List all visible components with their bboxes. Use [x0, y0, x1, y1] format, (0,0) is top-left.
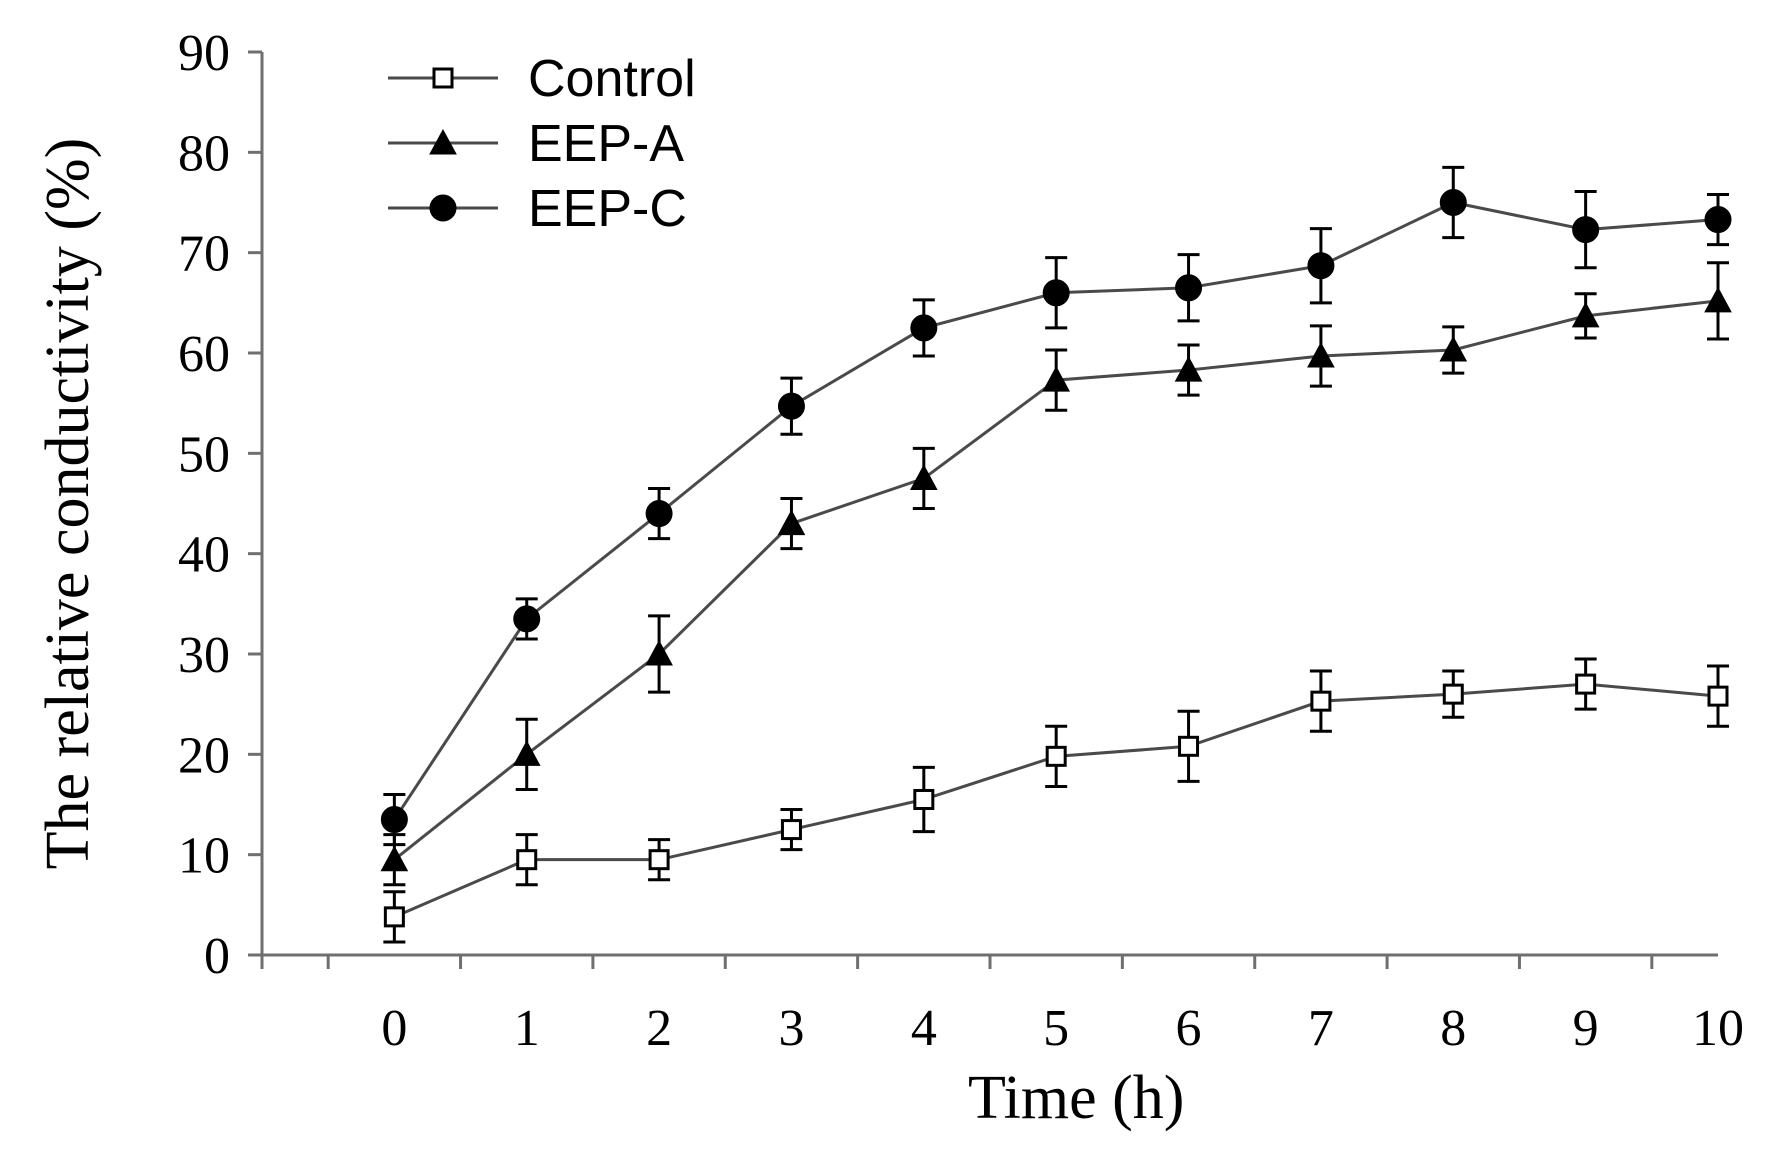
data-point: [1042, 366, 1071, 392]
y-axis-title: The relative conductivity (%): [34, 138, 102, 870]
legend: Control EEP-A EEP-C: [388, 50, 696, 238]
legend-marker: [429, 194, 457, 222]
y-tick-label: 50: [178, 426, 230, 483]
x-tick-label: 10: [1692, 1000, 1744, 1057]
x-tick-label: 7: [1308, 1000, 1334, 1057]
data-point: [1439, 335, 1468, 362]
data-point: [648, 849, 670, 871]
data-point: [645, 500, 673, 528]
data-point: [1175, 274, 1203, 302]
y-tick-label: 60: [178, 326, 230, 383]
y-tick-label: 90: [178, 25, 230, 82]
x-tick-label: 3: [778, 1000, 804, 1057]
data-point: [1572, 216, 1600, 244]
x-tick-label: 0: [381, 1000, 407, 1057]
x-tick-label: 4: [911, 1000, 937, 1057]
data-point: [1310, 690, 1332, 712]
legend-label: EEP-C: [528, 180, 687, 238]
data-point: [1571, 301, 1600, 328]
x-tick-label: 8: [1440, 1000, 1466, 1057]
data-point: [1439, 189, 1467, 216]
y-tick-label: 40: [178, 527, 230, 584]
legend-marker: [429, 128, 457, 155]
legend-label: EEP-A: [528, 115, 684, 173]
x-tick-label: 1: [514, 1000, 540, 1057]
x-tick-label: 9: [1573, 1000, 1599, 1057]
x-tick-label: 6: [1176, 1000, 1202, 1057]
legend-label: Control: [528, 50, 696, 108]
legend-item: Control: [388, 50, 696, 108]
data-point: [513, 605, 541, 633]
series-eep-c: [380, 165, 1732, 847]
y-tick-label: 30: [178, 627, 230, 684]
x-axis-title: Time (h): [968, 1064, 1184, 1132]
data-point: [1707, 685, 1729, 707]
data-point: [1442, 683, 1464, 705]
data-point: [1307, 252, 1335, 280]
data-point: [380, 845, 409, 872]
data-point: [1307, 341, 1335, 368]
x-tick-label: 2: [646, 1000, 672, 1057]
y-tick-label: 80: [178, 125, 230, 182]
data-point: [913, 788, 935, 810]
data-point: [516, 849, 538, 871]
y-tick-label: 0: [204, 928, 230, 985]
series-control: [383, 657, 1729, 944]
data-point: [1045, 745, 1067, 767]
axes: 0 10 20 30 40 50 60 70 80 90 0 1 2 3 4 5 6 7 8 9 10: [178, 25, 1744, 1057]
y-tick-label: 70: [178, 226, 230, 283]
legend-marker: [432, 67, 454, 89]
data-point: [645, 639, 673, 666]
data-point: [1704, 286, 1732, 313]
x-tick-label: 5: [1043, 1000, 1069, 1057]
legend-item: EEP-C: [388, 180, 687, 238]
data-point: [909, 464, 938, 490]
data-point: [1042, 279, 1070, 307]
data-point: [777, 509, 806, 536]
y-tick-label: 20: [178, 727, 230, 784]
data-point: [777, 392, 805, 420]
data-point: [512, 740, 541, 766]
data-point: [1575, 673, 1597, 695]
y-tick-label: 10: [178, 828, 230, 885]
series-layer: [380, 165, 1732, 944]
data-point: [1178, 735, 1200, 757]
data-point: [1704, 206, 1732, 234]
data-point: [780, 819, 802, 841]
data-point: [380, 806, 408, 834]
data-point: [910, 314, 938, 342]
series-line: [393, 682, 1719, 919]
data-point: [383, 906, 405, 928]
legend-item: EEP-A: [388, 115, 684, 173]
series-eep-a: [380, 261, 1732, 887]
data-point: [1174, 356, 1203, 382]
